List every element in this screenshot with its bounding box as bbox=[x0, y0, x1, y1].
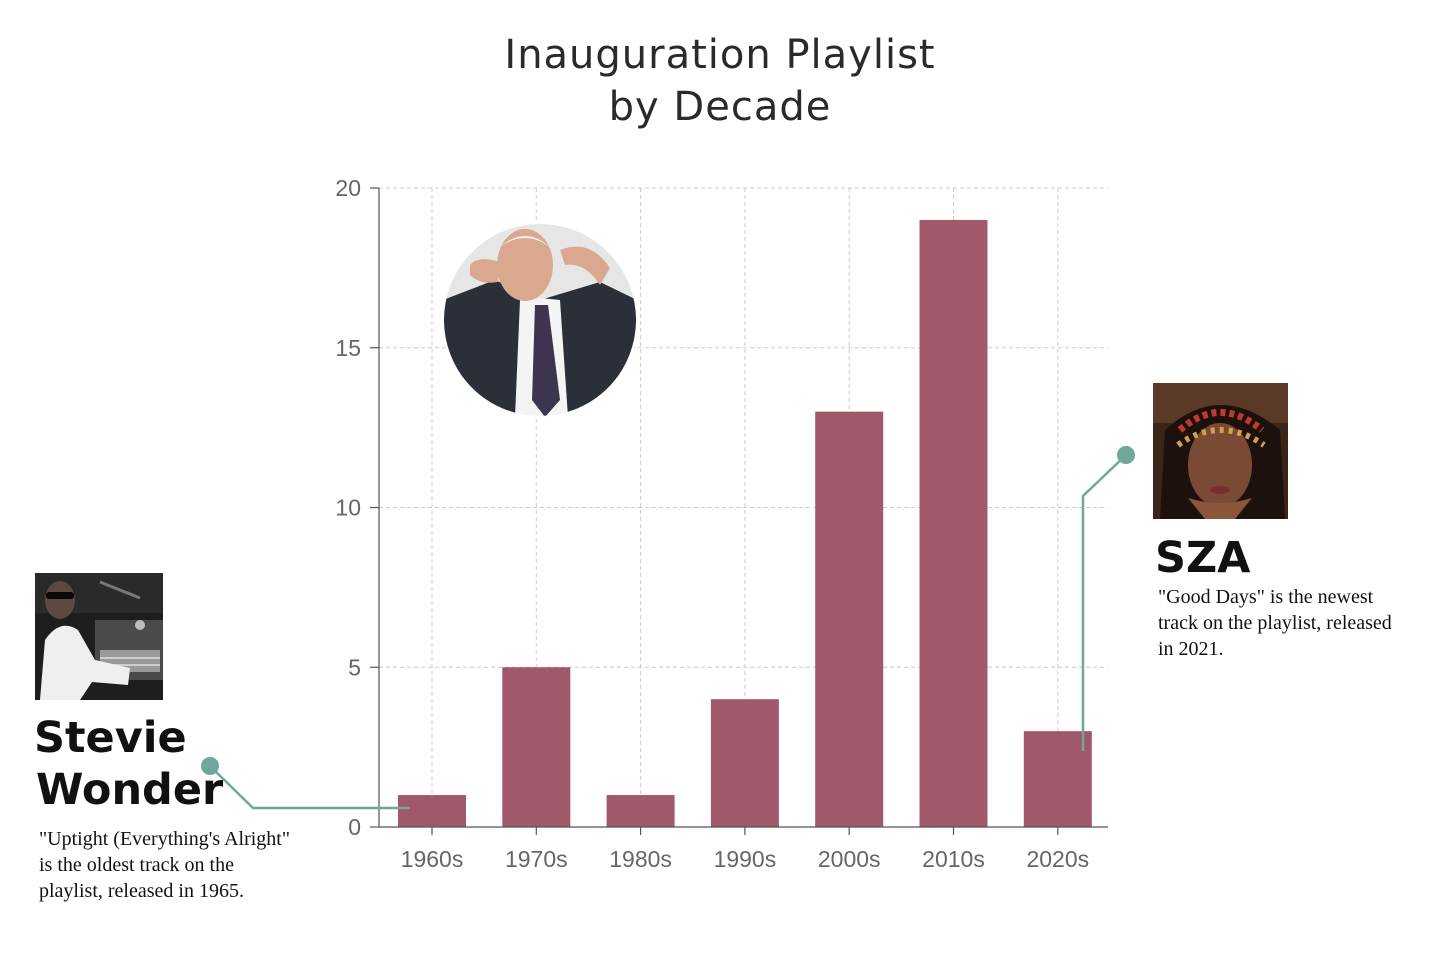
x-tick-label: 1970s bbox=[505, 846, 568, 872]
newest-leader-line bbox=[1081, 454, 1127, 751]
bars bbox=[398, 219, 1092, 827]
stevie-wonder-photo bbox=[35, 573, 163, 700]
biden-photo bbox=[442, 222, 638, 418]
newest-track-annotation: SZA "Good Days" is the newest track on t… bbox=[1081, 383, 1392, 751]
x-tick-label: 2000s bbox=[818, 846, 881, 872]
bar-2010s bbox=[919, 219, 988, 827]
bar-1980s bbox=[606, 795, 675, 827]
x-ticks: 1960s 1970s 1980s 1990s 2000s 2010s 2020s bbox=[401, 827, 1089, 872]
bar-2020s bbox=[1023, 731, 1092, 827]
y-ticks: 0 5 10 15 20 bbox=[335, 175, 379, 840]
x-tick-label: 1980s bbox=[609, 846, 672, 872]
oldest-leader-line bbox=[209, 765, 410, 810]
newest-leader-dot bbox=[1117, 446, 1135, 464]
oldest-leader-dot bbox=[201, 757, 219, 775]
oldest-caption-line-1: "Uptight (Everything's Alright" bbox=[39, 828, 290, 850]
newest-caption-line-1: "Good Days" is the newest bbox=[1158, 586, 1374, 608]
sza-name: SZA bbox=[1155, 533, 1251, 583]
newest-caption-line-2: track on the playlist, released bbox=[1158, 612, 1392, 634]
x-tick-label: 2020s bbox=[1026, 846, 1089, 872]
y-tick-label: 0 bbox=[348, 814, 361, 840]
x-tick-label: 1990s bbox=[714, 846, 777, 872]
bar-1960s bbox=[398, 795, 466, 827]
y-tick-label: 15 bbox=[335, 335, 361, 361]
x-tick-label: 2010s bbox=[922, 846, 985, 872]
x-tick-label: 1960s bbox=[401, 846, 464, 872]
oldest-track-annotation: Stevie Wonder "Uptight (Everything's Alr… bbox=[34, 573, 410, 902]
chart-title-line-1: Inauguration Playlist bbox=[504, 32, 935, 78]
bar-1990s bbox=[710, 699, 779, 827]
bar-2000s bbox=[815, 411, 884, 827]
y-tick-label: 10 bbox=[335, 495, 361, 521]
stevie-wonder-name-line-1: Stevie bbox=[34, 713, 187, 763]
sza-photo bbox=[1153, 383, 1288, 519]
y-tick-label: 20 bbox=[335, 175, 361, 201]
chart-title-line-2: by Decade bbox=[609, 84, 832, 130]
bar-1970s bbox=[502, 667, 571, 827]
stevie-wonder-name-line-2: Wonder bbox=[36, 765, 224, 815]
y-tick-label: 5 bbox=[348, 654, 361, 680]
oldest-caption-line-3: playlist, released in 1965. bbox=[39, 880, 244, 902]
oldest-caption-line-2: is the oldest track on the bbox=[39, 854, 234, 876]
newest-caption-line-3: in 2021. bbox=[1158, 638, 1224, 660]
